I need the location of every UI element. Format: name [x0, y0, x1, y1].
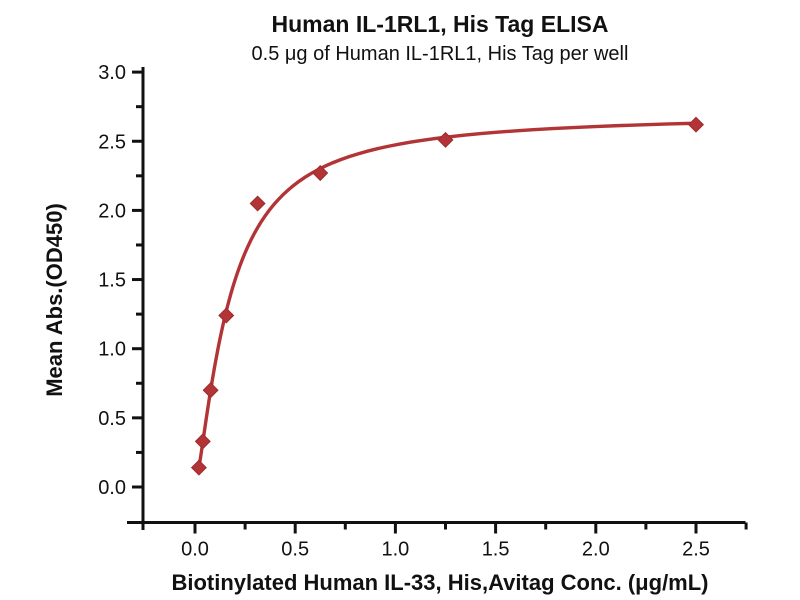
chart-title: Human IL-1RL1, His Tag ELISA: [272, 11, 609, 37]
y-tick-label: 3.0: [98, 62, 126, 84]
data-point: [190, 459, 207, 476]
x-tick-label: 2.5: [682, 539, 710, 561]
y-tick-label: 1.5: [98, 270, 126, 292]
x-tick-label: 0.0: [181, 539, 209, 561]
y-tick-label: 0.0: [98, 477, 126, 499]
x-tick-label: 2.0: [582, 539, 610, 561]
data-point: [312, 165, 329, 182]
y-axis-title: Mean Abs.(OD450): [42, 203, 67, 397]
x-tick-label: 1.0: [381, 539, 409, 561]
x-axis-title: Biotinylated Human IL-33, His,Avitag Con…: [171, 570, 708, 595]
x-tick-label: 0.5: [281, 539, 309, 561]
data-point: [687, 116, 705, 133]
y-tick-label: 2.0: [98, 200, 126, 222]
data-point: [249, 195, 266, 212]
y-tick-label: 2.5: [98, 131, 126, 153]
y-tick-label: 0.5: [98, 408, 126, 430]
x-tick-label: 1.5: [482, 539, 510, 561]
data-point: [194, 433, 211, 450]
data-point: [202, 382, 219, 399]
data-point: [218, 307, 235, 324]
data-point: [437, 131, 454, 148]
y-tick-label: 1.0: [98, 339, 126, 361]
chart-subtitle: 0.5 μg of Human IL-1RL1, His Tag per wel…: [252, 43, 629, 65]
fit-curve: [196, 121, 698, 474]
plot-area: 0.0 0.5 1.0 1.5 2.0 2.5 0.0 0.5 1.0 1.5 2.0 2.5 3.0: [98, 62, 748, 561]
